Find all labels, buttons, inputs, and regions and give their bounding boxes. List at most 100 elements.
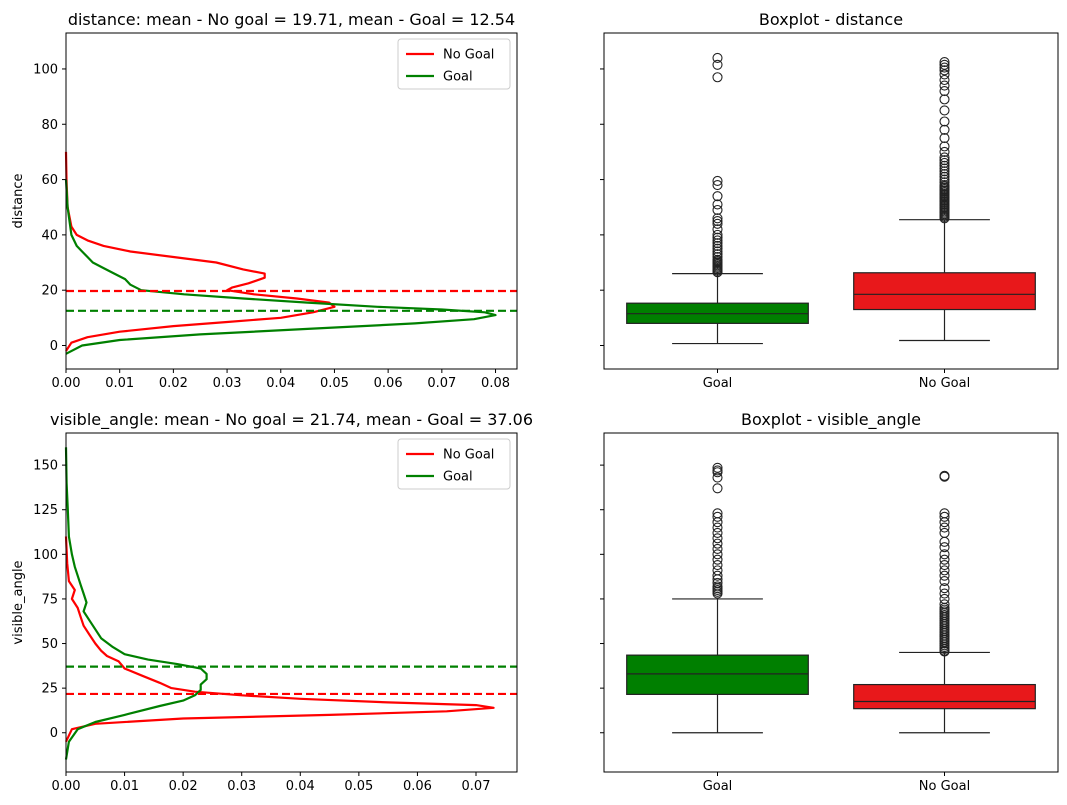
outlier-point [939, 160, 950, 171]
outlier-point [712, 229, 723, 240]
outlier-point [939, 508, 950, 519]
outlier-point [939, 517, 950, 528]
legend: No Goal Goal [397, 438, 511, 490]
outlier-point [939, 549, 950, 560]
box-plot-1: Goal No Goal Boxplot - distance [600, 10, 1059, 391]
outlier-point [712, 180, 723, 191]
outlier-point [939, 177, 950, 188]
outlier-point [939, 69, 950, 80]
outlier-point [939, 542, 950, 553]
x-tick-label: No Goal [919, 376, 970, 391]
y-tick-label: 40 [41, 228, 58, 243]
outlier-point [939, 554, 950, 565]
outlier-point [712, 559, 723, 571]
legend-entry: No Goal [443, 48, 494, 63]
outlier-point [939, 86, 950, 97]
outlier-point [939, 74, 950, 86]
outlier-point [939, 536, 950, 547]
outlier-point [939, 94, 950, 105]
outlier-point [939, 56, 950, 68]
x-tick-label: 0.05 [344, 779, 373, 794]
outlier-point [939, 124, 950, 135]
outlier-point [939, 174, 950, 185]
x-tick-label: 0.08 [481, 376, 510, 391]
outlier-point [712, 508, 723, 519]
chart-title: distance: mean - No goal = 19.71, mean -… [68, 10, 515, 29]
y-tick-label: 80 [41, 118, 58, 133]
outlier-point [939, 527, 950, 538]
outlier-point [939, 141, 950, 152]
chart-title: Boxplot - distance [759, 10, 903, 29]
x-tick-label: 0.04 [286, 779, 315, 794]
iqr-box [626, 654, 809, 695]
x-tick-label: 0.06 [403, 779, 432, 794]
outlier-point [712, 527, 723, 538]
y-tick-label: 20 [41, 284, 58, 299]
outlier-point [939, 157, 950, 169]
y-axis-label: distance [11, 173, 26, 228]
iqr-box [853, 272, 1036, 311]
y-tick-label: 150 [33, 459, 58, 474]
y-tick-label: 0 [50, 726, 58, 741]
outlier-point [939, 59, 950, 70]
outlier-point [939, 588, 950, 599]
outlier-point [712, 175, 723, 187]
x-tick-label: 0.02 [169, 779, 198, 794]
outlier-point [939, 559, 950, 571]
outlier-point [712, 240, 723, 251]
outlier-point [939, 62, 950, 73]
outlier-point [939, 133, 950, 144]
axes-frame [603, 32, 1059, 370]
outlier-point [939, 180, 950, 191]
outlier-point [712, 243, 723, 254]
x-tick-label: 0.01 [105, 376, 134, 391]
y-axis-label: visible_angle [11, 560, 26, 644]
box-goal [626, 52, 809, 345]
outlier-point [712, 249, 723, 260]
outlier-point [939, 470, 950, 481]
outlier-point [939, 565, 950, 576]
outlier-point [712, 213, 723, 224]
y-tick-label: 100 [33, 62, 58, 77]
outlier-point [712, 59, 723, 70]
outlier-point [939, 80, 950, 91]
outlier-point [939, 599, 950, 610]
x-tick-label: 0.07 [427, 376, 456, 391]
y-tick-label: 75 [41, 592, 58, 607]
x-tick-label: Goal [703, 779, 733, 794]
outlier-point [712, 522, 723, 533]
y-tick-label: 125 [33, 503, 58, 518]
outlier-point [939, 511, 950, 522]
outlier-point [939, 583, 950, 594]
outlier-point [712, 462, 723, 473]
axes-frame [603, 432, 1059, 773]
outlier-point [712, 538, 723, 549]
outlier-point [939, 105, 950, 116]
outlier-point [939, 65, 950, 76]
outlier-point [712, 472, 723, 483]
legend-entry: Goal [443, 70, 473, 85]
outlier-point [712, 549, 723, 560]
box-no-goal [853, 470, 1036, 734]
outlier-point [939, 570, 950, 581]
y-tick-label: 50 [41, 637, 58, 652]
density-line-no-goal [64, 151, 336, 352]
x-tick-label: 0.03 [213, 376, 242, 391]
y-tick-label: 100 [33, 548, 58, 563]
outlier-point [939, 168, 950, 180]
outlier-point [712, 204, 723, 216]
y-tick-label: 0 [50, 339, 58, 354]
x-tick-label: 0.06 [374, 376, 403, 391]
outlier-point [712, 235, 723, 246]
outlier-point [712, 254, 723, 265]
outlier-point [712, 72, 723, 83]
outlier-point [712, 517, 723, 528]
outlier-point [939, 152, 950, 163]
x-tick-label: No Goal [919, 779, 970, 794]
x-tick-label: 0.00 [52, 376, 81, 391]
outlier-point [939, 116, 950, 127]
outlier-point [939, 163, 950, 174]
outlier-point [712, 554, 723, 565]
outlier-point [712, 483, 723, 494]
